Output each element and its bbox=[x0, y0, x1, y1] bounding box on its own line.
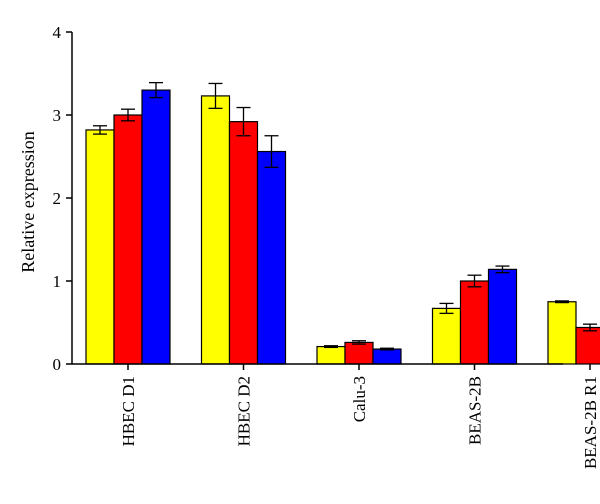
bar bbox=[344, 341, 374, 365]
y-tick-label: 4 bbox=[53, 23, 62, 42]
bar bbox=[459, 280, 490, 365]
bar bbox=[575, 326, 600, 365]
bar bbox=[487, 268, 518, 365]
bar bbox=[256, 150, 287, 365]
x-tick-label: HBEC D2 bbox=[235, 376, 254, 446]
x-tick-label: HBEC D1 bbox=[119, 376, 138, 446]
x-tick-label: BEAS-2B R1 bbox=[581, 376, 600, 469]
bar bbox=[372, 348, 402, 365]
bar bbox=[85, 129, 115, 365]
x-tick-label: Calu-3 bbox=[350, 376, 369, 422]
x-axis: HBEC D1 HBEC D2 Calu-3 BEAS-2B BEAS-2B R1 bbox=[72, 363, 600, 469]
bar bbox=[228, 121, 259, 365]
y-tick-label: 0 bbox=[53, 355, 62, 374]
bar bbox=[431, 307, 462, 365]
bar bbox=[200, 95, 231, 365]
bar bbox=[547, 301, 577, 365]
y-tick-label: 2 bbox=[53, 189, 62, 208]
bar bbox=[141, 89, 171, 365]
y-axis-title: Relative expression bbox=[18, 131, 38, 272]
bar bbox=[113, 114, 143, 365]
y-tick-label: 3 bbox=[53, 106, 62, 125]
bar bbox=[316, 345, 346, 365]
x-tick-label: BEAS-2B bbox=[466, 376, 485, 445]
bars bbox=[85, 81, 600, 365]
y-tick-label: 1 bbox=[53, 272, 62, 291]
y-axis: 0 1 2 3 4 bbox=[53, 23, 73, 374]
